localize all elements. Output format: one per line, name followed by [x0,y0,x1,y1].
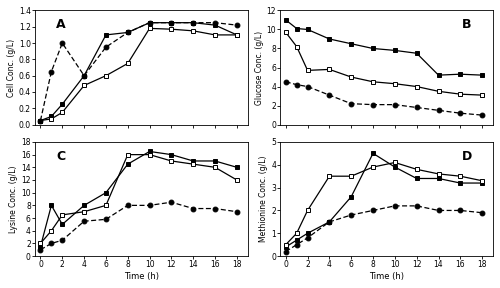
Y-axis label: Lysine Conc. (g/L): Lysine Conc. (g/L) [10,165,18,233]
Text: B: B [462,18,472,31]
X-axis label: Time (h): Time (h) [369,272,404,281]
X-axis label: Time (h): Time (h) [124,272,159,281]
Y-axis label: Methionine Conc. (g/L): Methionine Conc. (g/L) [260,156,268,242]
Text: A: A [56,18,66,31]
Text: C: C [56,150,66,163]
Y-axis label: Glucose Conc. (g/L): Glucose Conc. (g/L) [254,31,264,105]
Text: D: D [462,150,472,163]
Y-axis label: Cell Conc. (g/L): Cell Conc. (g/L) [7,39,16,96]
